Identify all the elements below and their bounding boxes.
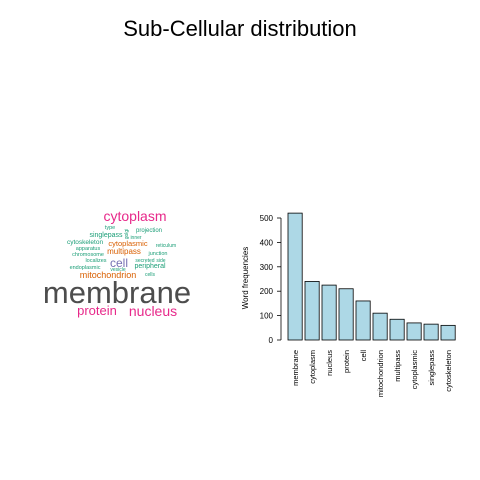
y-axis: 0 100 200 300 400 500 (260, 214, 282, 345)
cloud-word-singlepass: singlepass (89, 232, 123, 239)
x-tick-label: nucleus (325, 350, 334, 376)
cloud-word-cell: cell (110, 256, 128, 270)
cloud-word-peripheral: peripheral (134, 263, 166, 270)
cloud-word-side: side (156, 258, 165, 264)
x-tick-label: membrane (291, 350, 300, 386)
cloud-word-reticulum: reticulum (156, 243, 176, 249)
x-tick-label: protein (342, 350, 351, 373)
y-tick-label: 0 (269, 336, 274, 345)
cloud-word-apparatus: apparatus (76, 246, 101, 252)
x-tick-label: singlepass (427, 350, 436, 386)
y-tick-label: 500 (260, 214, 274, 223)
bar-singlepass (423, 323, 439, 341)
cloud-word-localizes: localizes (85, 258, 106, 264)
cloud-word-multipass: multipass (107, 247, 141, 256)
cloud-word-secreted: secreted (135, 258, 154, 264)
page-title: Sub-Cellular distribution (123, 16, 357, 41)
cloud-word-cells: cells (145, 272, 156, 278)
cloud-word-vesicle: vesicle (110, 267, 126, 273)
bar-cell (355, 300, 371, 341)
bar-cytoplasmic (406, 322, 422, 341)
cloud-word-membrane: membrane (43, 275, 191, 310)
cloud-word-type: type (105, 225, 115, 231)
y-tick-label: 100 (260, 312, 274, 321)
bar-cytoplasm (304, 281, 320, 341)
y-tick-label: 400 (260, 238, 274, 247)
x-tick-label: cytoskeleton (444, 350, 453, 392)
y-tick-label: 200 (260, 287, 274, 296)
cloud-word-junction: junction (148, 251, 168, 257)
cloud-word-protein: protein (77, 303, 117, 318)
x-tick-label: mitochondrion (376, 350, 385, 397)
cloud-word-mitochondrion: mitochondrion (80, 270, 137, 280)
bar-protein (338, 288, 354, 341)
bar-cytoskeleton (440, 324, 456, 341)
y-axis-label: Word frequencies (241, 247, 250, 310)
cloud-word-inner: inner (130, 235, 141, 241)
cloud-word-endoplasmic: endoplasmic (70, 265, 101, 271)
cloud-word-cytoplasm: cytoplasm (103, 208, 166, 224)
x-tick-label: cell (359, 350, 368, 362)
x-tick-label: cytoplasm (308, 350, 317, 384)
bar-mitochondrion (372, 312, 388, 341)
x-tick-label: cytoplasmic (410, 350, 419, 389)
cloud-word-cytoplasmic: cytoplasmic (108, 239, 147, 248)
x-tick-labels: membrane cytoplasm nucleus protein cell mitoc… (291, 350, 453, 397)
bar-nucleus (321, 284, 337, 341)
cloud-word-cytoskeleton: cytoskeleton (67, 239, 104, 246)
x-tick-label: multipass (393, 350, 402, 382)
bar-membrane (287, 212, 303, 341)
cloud-word-chromosome: chromosome (72, 252, 104, 258)
cloud-word-projection: projection (136, 228, 162, 234)
bar-chart: 0 100 200 300 400 500 membrane cytoplasm nucleu… (241, 212, 456, 397)
cloud-word-nucleus: nucleus (129, 303, 177, 319)
y-tick-label: 300 (260, 263, 274, 272)
bars (287, 212, 456, 341)
word-cloud: membrane cytoplasm nucleus protein cellmitoc… (43, 208, 191, 319)
cloud-word-golgi: golgi (124, 229, 130, 240)
bar-multipass (389, 318, 405, 341)
